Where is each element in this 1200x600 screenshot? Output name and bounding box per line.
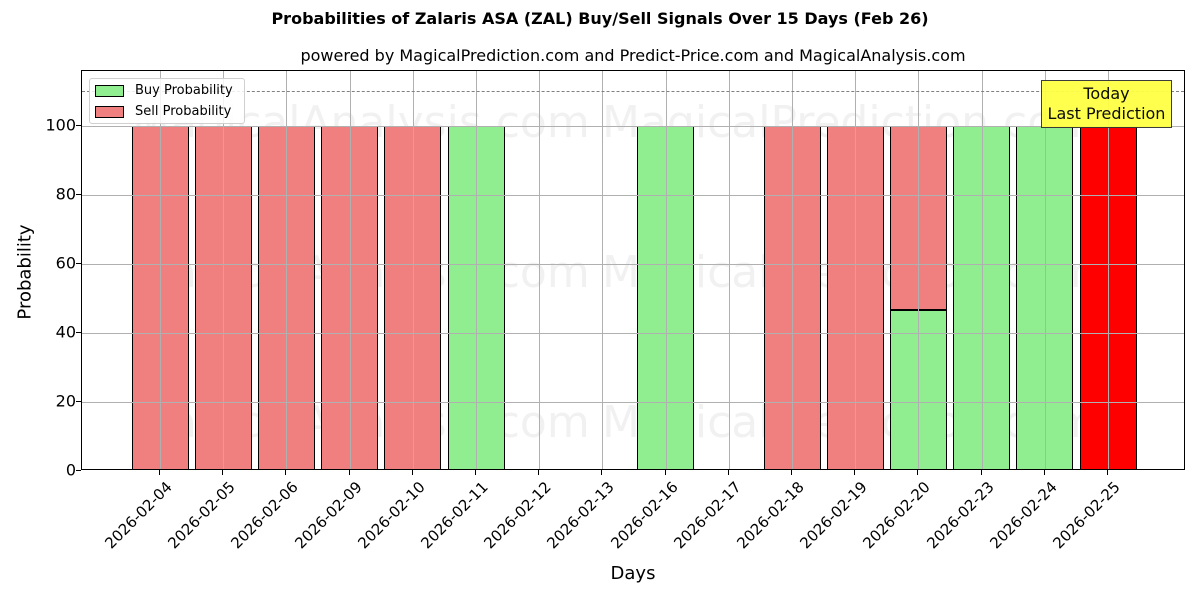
grid-layer <box>82 71 1184 469</box>
legend-buy-label: Buy Probability <box>135 83 233 98</box>
grid-line-horizontal <box>82 263 1184 265</box>
legend: Buy Probability Sell Probability <box>89 78 245 124</box>
x-tick-mark <box>980 470 982 475</box>
x-tick-mark <box>159 470 160 475</box>
x-tick-label: 2026-02-23 <box>922 478 998 553</box>
x-tick-label: 2026-02-24 <box>986 478 1061 553</box>
y-tick-mark <box>76 193 81 195</box>
grid-line-horizontal <box>82 125 1184 127</box>
x-tick-mark <box>854 470 856 475</box>
y-tick-label: 40 <box>55 322 76 342</box>
grid-line-vertical <box>665 71 667 469</box>
legend-item-buy: Buy Probability <box>95 83 233 98</box>
y-tick-label: 80 <box>55 184 76 204</box>
legend-sell-label: Sell Probability <box>135 104 232 119</box>
x-tick-label: 2026-02-18 <box>733 478 808 553</box>
grid-line-vertical <box>349 71 351 469</box>
x-tick-label: 2026-02-09 <box>290 478 366 553</box>
grid-line-vertical <box>728 71 730 469</box>
y-tick-mark <box>76 262 81 264</box>
y-axis-label: Probability <box>14 224 36 320</box>
grid-line-vertical <box>412 71 414 469</box>
y-tick-mark <box>76 400 81 402</box>
x-tick-mark <box>791 470 792 475</box>
x-tick-label: 2026-02-06 <box>227 478 303 553</box>
x-tick-label: 2026-02-10 <box>354 478 429 553</box>
grid-line-horizontal <box>82 401 1184 403</box>
x-tick-mark <box>1043 470 1045 475</box>
reference-line-110 <box>82 91 1184 92</box>
x-tick-mark <box>601 470 603 475</box>
x-tick-label: 2026-02-25 <box>1049 478 1124 553</box>
x-axis-label: Days <box>610 563 656 584</box>
x-tick-label: 2026-02-17 <box>670 478 745 553</box>
x-tick-mark <box>348 470 350 475</box>
x-tick-label: 2026-02-16 <box>606 478 682 553</box>
x-tick-mark <box>285 470 287 475</box>
x-tick-mark <box>411 470 413 475</box>
y-tick-mark <box>76 331 81 333</box>
y-tick-label: 60 <box>55 253 76 273</box>
x-tick-label: 2026-02-11 <box>417 478 492 553</box>
grid-line-vertical <box>539 71 541 469</box>
x-tick-label: 2026-02-05 <box>164 478 239 553</box>
x-tick-mark <box>727 470 729 475</box>
grid-line-vertical <box>602 71 604 469</box>
grid-line-horizontal <box>82 194 1184 196</box>
legend-item-sell: Sell Probability <box>95 104 231 119</box>
x-tick-mark <box>664 470 666 475</box>
x-tick-label: 2026-02-12 <box>480 478 555 553</box>
y-tick-mark <box>76 124 81 126</box>
x-tick-label: 2026-02-13 <box>543 478 619 553</box>
grid-line-vertical <box>981 71 983 469</box>
grid-line-vertical <box>855 71 857 469</box>
x-tick-label: 2026-02-04 <box>101 478 176 553</box>
y-tick-label: 0 <box>65 460 76 480</box>
grid-line-vertical <box>1108 71 1109 469</box>
x-tick-mark <box>917 470 919 475</box>
annotation-line2: Last Prediction <box>1047 104 1166 123</box>
grid-line-vertical <box>223 71 225 469</box>
grid-line-vertical <box>792 71 793 469</box>
grid-line-vertical <box>476 71 477 469</box>
grid-line-vertical <box>286 71 288 469</box>
today-annotation: Today Last Prediction <box>1041 80 1172 128</box>
y-tick-label: 100 <box>45 115 76 135</box>
x-tick-mark <box>475 470 476 475</box>
chart-subtitle: powered by MagicalPrediction.com and Pre… <box>300 46 966 65</box>
x-tick-label: 2026-02-19 <box>796 478 871 553</box>
y-tick-label: 20 <box>55 391 76 411</box>
plot-area: MagicalAnalysis.com MagicalPrediction.com… <box>81 70 1185 470</box>
grid-line-vertical <box>1044 71 1046 469</box>
grid-line-horizontal <box>82 332 1184 334</box>
grid-line-vertical <box>160 71 161 469</box>
x-tick-mark <box>222 470 224 475</box>
buy-swatch-icon <box>95 84 124 97</box>
y-tick-mark <box>76 470 81 471</box>
annotation-line1: Today <box>1083 84 1130 103</box>
x-tick-label: 2026-02-20 <box>859 478 935 553</box>
x-tick-mark <box>1107 470 1108 475</box>
chart-title: Probabilities of Zalaris ASA (ZAL) Buy/S… <box>271 9 929 28</box>
grid-line-vertical <box>918 71 920 469</box>
sell-swatch-icon <box>95 105 124 118</box>
x-tick-mark <box>538 470 540 475</box>
